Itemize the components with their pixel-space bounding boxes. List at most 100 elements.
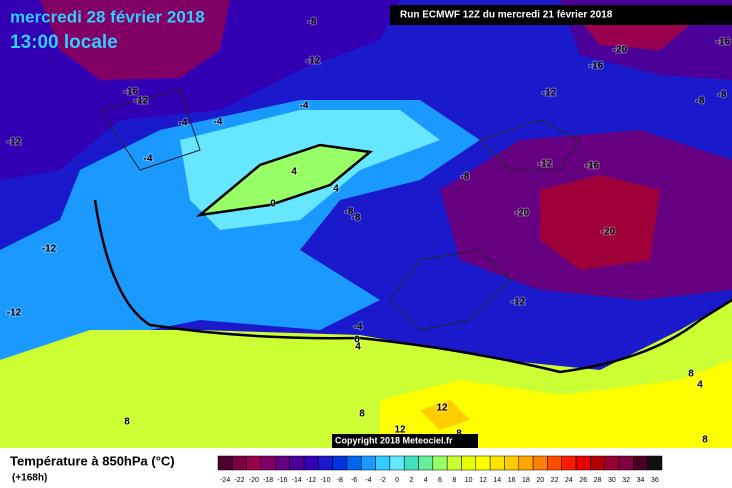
color-cell (518, 455, 534, 471)
run-info: Run ECMWF 12Z du mercredi 21 février 201… (400, 10, 613, 21)
color-cell (590, 455, 605, 471)
contour-label: -4 (214, 117, 223, 128)
color-cell (446, 455, 462, 471)
color-cell (332, 455, 348, 471)
color-cell (532, 455, 548, 471)
contour-label: 12 (436, 403, 448, 414)
contour-label: 4 (333, 184, 339, 195)
contour-label: 0 (354, 335, 360, 346)
contour-label: 0 (270, 199, 276, 210)
color-tick-label: 32 (622, 477, 630, 484)
color-tick-label: -24 (220, 477, 230, 484)
copyright: Copyright 2018 Meteociel.fr (335, 435, 453, 445)
color-tick-label: 14 (493, 477, 501, 484)
color-cell (346, 455, 362, 471)
color-bar: -24 -22 -20 -18 -16 -14 -12 -10 -8 -6 -4 -2 0 2 4 6 8 10 1… (217, 455, 663, 484)
color-tick-label: 34 (637, 477, 645, 484)
coastline (99, 89, 581, 331)
contour-label: -4 (300, 101, 309, 112)
color-tick-label: -10 (320, 477, 330, 484)
contour-label: -12 (7, 308, 22, 319)
warm-spot (420, 400, 470, 430)
contour-label: 8 (702, 435, 708, 446)
contour-label: -16 (589, 61, 604, 72)
color-tick-label: 26 (579, 477, 587, 484)
contour-label: -8 (461, 172, 470, 183)
time-title: 13:00 locale (10, 32, 118, 53)
contour-label: 4 (697, 380, 703, 391)
color-tick-label: 6 (438, 477, 442, 484)
color-tick-label: -2 (380, 477, 386, 484)
color-cell (575, 455, 591, 471)
color-tick-label: 36 (651, 477, 659, 484)
warm-lobe (195, 143, 373, 217)
contour-label: -4 (144, 154, 153, 165)
color-cell (375, 455, 391, 471)
color-cell (418, 455, 434, 471)
contour-label: 12 (394, 425, 406, 436)
contour-label: -4 (179, 118, 188, 129)
contour-label: -8 (308, 17, 317, 28)
color-tick-label: 18 (522, 477, 530, 484)
color-tick-label: -6 (351, 477, 357, 484)
color-cell (403, 455, 419, 471)
contour-label: -16 (716, 37, 731, 48)
color-tick-label: 8 (452, 477, 456, 484)
color-cell (389, 455, 405, 471)
contour-label: -8 (345, 207, 354, 218)
date-title: mercredi 28 février 2018 (10, 7, 205, 26)
color-tick-label: -22 (234, 477, 244, 484)
contour-label: -8 (696, 96, 705, 107)
color-cell (604, 455, 620, 471)
color-tick-label: -12 (306, 477, 316, 484)
run-banner (390, 5, 732, 25)
contour-label: -12 (542, 88, 557, 99)
contour-label: 8 (688, 369, 694, 380)
color-tick-label: 28 (594, 477, 602, 484)
contour-label: 8 (359, 409, 365, 420)
color-cell (232, 455, 247, 471)
color-cell (504, 455, 520, 471)
color-cell (547, 455, 562, 471)
color-cell (618, 455, 634, 471)
contour-label: -12 (42, 244, 57, 255)
very-cold-region (540, 175, 660, 270)
contour-label: -16 (585, 161, 600, 172)
map: -8 -12 -20 -16 -16 -16 -12 -12 -8 -8 -4 -4 -4 -12 -4 -1… (0, 0, 732, 448)
color-tick-label: -16 (277, 477, 287, 484)
legend: Température à 850hPa (°C) (+168h) -24 -22… (10, 453, 663, 484)
color-tick-label: 16 (508, 477, 516, 484)
contour-label: -12 (511, 297, 526, 308)
color-tick-label: -8 (337, 477, 343, 484)
legend-title: Température à 850hPa (°C) (10, 453, 175, 468)
color-cell (475, 455, 491, 471)
color-cell (461, 455, 477, 471)
contour-label: 4 (355, 342, 361, 353)
color-cell (360, 455, 376, 471)
color-tick-label: -20 (249, 477, 259, 484)
color-cell (260, 455, 276, 471)
lead-time: (+168h) (12, 473, 47, 484)
very-cold-region (40, 0, 230, 80)
color-cell (318, 455, 333, 471)
contour-labels: -8 -12 -20 -16 -16 -16 -12 -12 -8 -8 -4 -4 -4 -12 -4 -1… (6, 16, 732, 447)
contour-label: -20 (601, 227, 616, 238)
color-tick-label: -14 (292, 477, 302, 484)
color-tick-label: 10 (465, 477, 473, 484)
contour-label: -16 (124, 87, 139, 98)
zero-contour (93, 199, 732, 374)
contour-label: -8 (718, 90, 727, 101)
color-cell (289, 455, 305, 471)
color-cell (432, 455, 448, 471)
color-cell (633, 455, 648, 471)
color-tick-label: 12 (479, 477, 487, 484)
contour-label: 4 (291, 167, 297, 178)
contour-label: -20 (613, 45, 628, 56)
contour-label: 8 (124, 417, 130, 428)
contour-label: -12 (7, 137, 22, 148)
color-tick-label: 30 (608, 477, 616, 484)
color-tick-label: -4 (365, 477, 371, 484)
contour-label: -4 (354, 322, 363, 333)
color-cell (275, 455, 290, 471)
